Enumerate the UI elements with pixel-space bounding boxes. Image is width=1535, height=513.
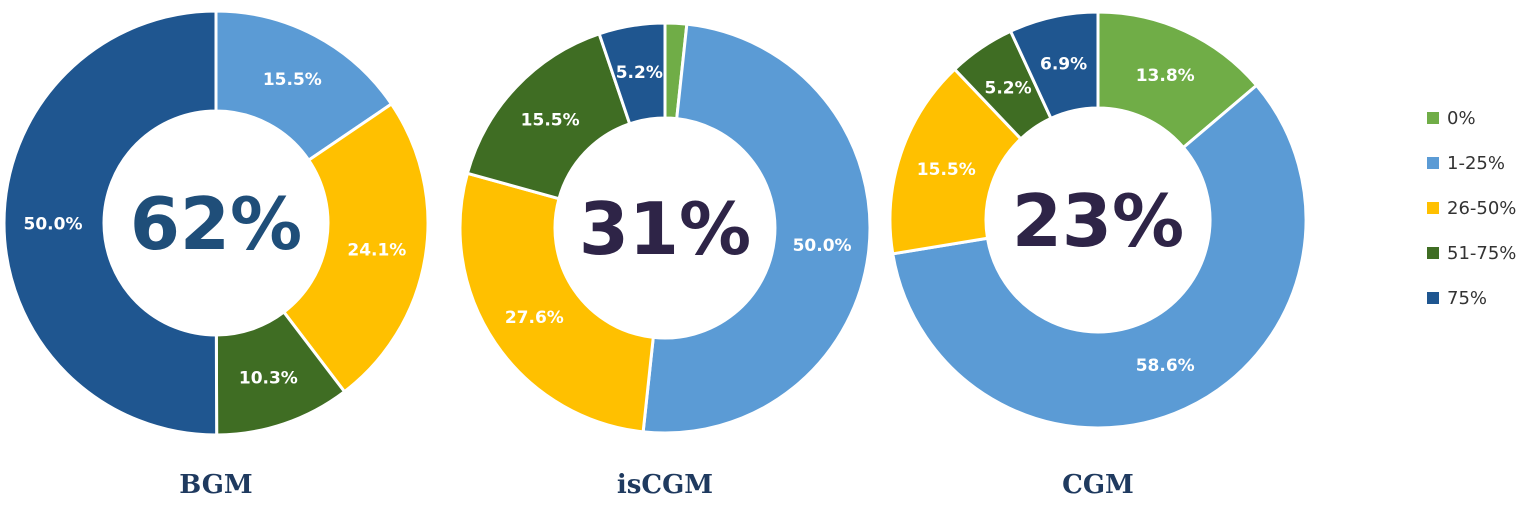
slice-value-label: 15.5% [263,70,322,90]
slice-value-label: 10.3% [239,368,298,388]
legend-label: 1-25% [1447,153,1505,174]
slice-value-label: 6.9% [1040,55,1087,75]
slice-value-label: 15.5% [917,160,976,180]
center-percentage: 31% [579,187,751,271]
legend: 0% 1-25% 26-50% 51-75% 75% [1427,108,1516,309]
slice-value-label: 58.6% [1136,356,1195,376]
slice-value-label: 15.5% [521,110,580,130]
slice-bgm-5 [2,9,219,437]
chart-title: BGM [179,470,252,500]
slice-iscgm-5 [597,21,667,126]
legend-swatch [1427,202,1439,214]
chart-title: CGM [1062,470,1134,500]
slice-bgm-2 [214,9,394,163]
legend-label: 26-50% [1447,198,1516,219]
legend-swatch [1427,112,1439,124]
donut-chart-cgm: 13.8% 58.6% 15.5% 5.2% 6.9% 23% CGM [888,10,1308,500]
center-percentage: 23% [1012,179,1184,263]
slice-iscgm-2 [641,22,872,435]
legend-swatch [1427,157,1439,169]
slice-value-label: 50.0% [24,214,83,234]
slice-value-label: 5.2% [616,63,663,83]
slice-bgm-3 [281,101,430,394]
donut-chart-bgm: 15.5% 24.1% 10.3% 50.0% 62% BGM [2,9,430,500]
slice-value-label: 24.1% [347,240,406,260]
legend-label: 75% [1447,288,1487,309]
slice-iscgm-3 [458,171,655,434]
legend-label: 0% [1447,108,1476,129]
donut-chart-iscgm: 50.0% 27.6% 15.5% 5.2% 31% isCGM [458,21,872,500]
center-percentage: 62% [130,182,302,266]
legend-label: 51-75% [1447,243,1516,264]
legend-swatch [1427,247,1439,259]
chart-title: isCGM [617,470,713,500]
slice-value-label: 5.2% [984,79,1031,99]
legend-swatch [1427,292,1439,304]
slice-value-label: 13.8% [1136,66,1195,86]
slice-cgm-2 [891,83,1308,430]
slice-value-label: 27.6% [505,308,564,328]
slice-value-label: 50.0% [793,236,852,256]
slice-cgm-5 [1008,10,1100,121]
